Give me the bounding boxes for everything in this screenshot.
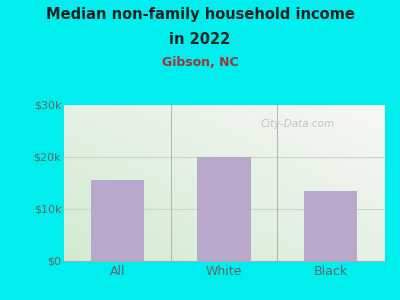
Text: City-Data.com: City-Data.com xyxy=(260,119,335,129)
Bar xyxy=(197,157,251,261)
Text: in 2022: in 2022 xyxy=(169,32,231,46)
Bar xyxy=(304,191,357,261)
Text: Median non-family household income: Median non-family household income xyxy=(46,8,354,22)
Bar xyxy=(91,180,144,261)
Text: Gibson, NC: Gibson, NC xyxy=(162,56,238,68)
